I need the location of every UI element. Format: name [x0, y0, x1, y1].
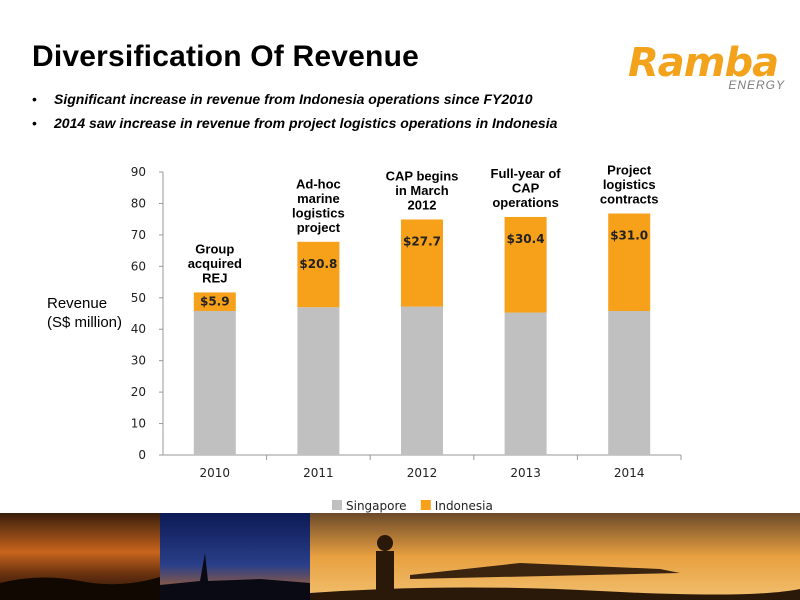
legend-label-indonesia: Indonesia — [435, 499, 493, 513]
y-tick-label: 40 — [131, 322, 146, 336]
bar-annotation: Full-year of — [491, 166, 562, 181]
bullet-list: • Significant increase in revenue from I… — [32, 92, 557, 140]
bar-indonesia-2012 — [401, 219, 443, 307]
photo-worker-body — [376, 551, 394, 591]
legend-swatch-indonesia — [420, 500, 431, 510]
bar-annotation: CAP begins — [386, 168, 459, 183]
bar-annotation: in March — [395, 183, 449, 198]
photo-night-silhouette — [160, 553, 310, 600]
bar-annotation: 2012 — [408, 197, 437, 212]
legend-swatch-singapore — [332, 500, 342, 510]
bar-annotation: contracts — [600, 192, 659, 207]
legend-label-singapore: Singapore — [346, 499, 407, 513]
y-tick-label: 30 — [131, 354, 146, 368]
y-tick-label: 70 — [131, 228, 146, 242]
data-label: $31.0 — [610, 229, 648, 243]
y-tick-label: 90 — [131, 165, 146, 179]
bar-annotation: logistics — [603, 177, 656, 192]
bar-annotation: Group — [195, 241, 234, 256]
bar-annotation: logistics — [292, 205, 345, 220]
logo-wordmark: Ramba — [628, 40, 779, 86]
bar-singapore-2012 — [401, 306, 443, 455]
company-logo: Ramba ENERGY — [628, 40, 793, 96]
bullet-item: • Significant increase in revenue from I… — [32, 92, 557, 106]
x-tick-label: 2014 — [614, 466, 645, 480]
y-tick-label: 10 — [131, 417, 146, 431]
bar-annotation: Project — [607, 163, 652, 178]
bar-annotation: CAP — [512, 180, 540, 195]
y-axis-title: Revenue (S$ million) — [47, 294, 122, 332]
slide-title: Diversification Of Revenue — [32, 40, 419, 73]
bar-annotation: marine — [297, 191, 340, 206]
bullet-text: Significant increase in revenue from Ind… — [54, 91, 533, 107]
y-tick-label: 60 — [131, 259, 146, 273]
y-tick-label: 0 — [138, 448, 146, 462]
bullet-marker: • — [32, 115, 37, 131]
bar-indonesia-2011 — [297, 241, 340, 308]
data-label: $27.7 — [403, 234, 441, 248]
logo-subtitle: ENERGY — [728, 78, 785, 92]
bar-annotation: operations — [492, 195, 558, 210]
x-tick-label: 2013 — [510, 466, 541, 480]
bar-annotation: acquired — [188, 256, 242, 271]
bar-indonesia-2013 — [504, 216, 547, 313]
bar-singapore-2011 — [297, 307, 340, 455]
bar-annotation: Ad-hoc — [296, 176, 341, 191]
bullet-text: 2014 saw increase in revenue from projec… — [54, 115, 558, 131]
photo-strip-art — [0, 513, 800, 600]
x-tick-label: 2011 — [303, 466, 334, 480]
photo-ground — [310, 587, 800, 600]
y-axis-title-line: (S$ million) — [47, 314, 123, 331]
bar-indonesia-2014 — [608, 213, 651, 311]
x-tick-label: 2010 — [200, 466, 231, 480]
data-label: $30.4 — [507, 232, 545, 246]
y-tick-label: 20 — [131, 385, 146, 399]
bar-annotation: project — [297, 220, 341, 235]
photo-shelter-roof — [410, 563, 680, 579]
data-label: $5.9 — [200, 295, 230, 309]
bar-singapore-2014 — [608, 310, 651, 455]
bar-singapore-2010 — [193, 310, 236, 455]
bullet-marker: • — [32, 91, 37, 107]
photo-strip — [0, 513, 800, 600]
revenue-chart: 0 10 20 30 40 50 60 70 80 90 2010 $5.9 Groupacquired… — [131, 163, 682, 513]
y-axis-title-line: Revenue — [47, 295, 108, 312]
data-label: $20.8 — [299, 257, 337, 271]
photo-sunset-hills — [0, 577, 160, 600]
x-tick-label: 2012 — [407, 466, 438, 480]
bar-indonesia-2010 — [193, 292, 236, 311]
bar-singapore-2013 — [504, 312, 547, 455]
bullet-item: • 2014 saw increase in revenue from proj… — [32, 116, 557, 130]
y-tick-label: 80 — [131, 196, 146, 210]
photo-worker-head — [377, 535, 393, 551]
y-tick-label: 50 — [131, 291, 146, 305]
bar-annotation: REJ — [202, 270, 227, 285]
